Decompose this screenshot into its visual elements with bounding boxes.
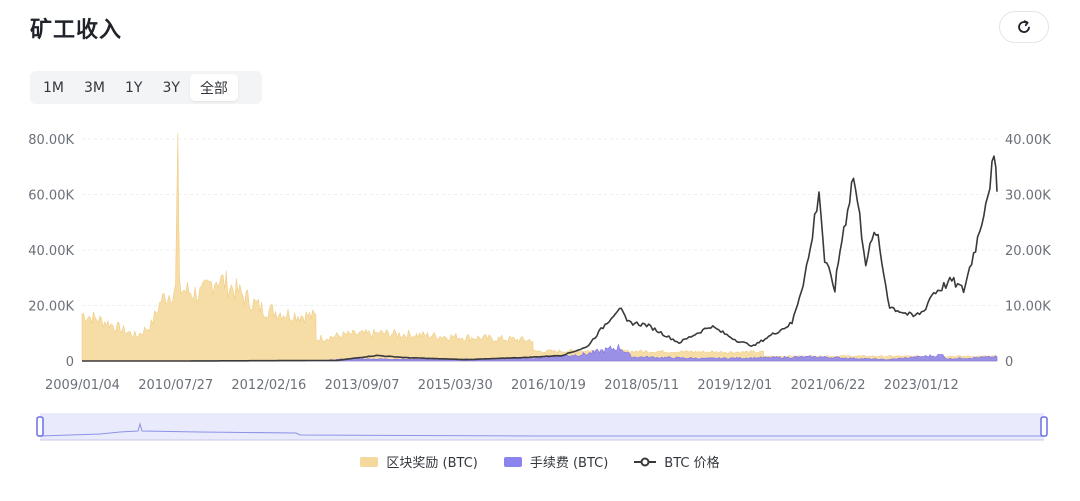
range-navigator[interactable] <box>36 413 1048 441</box>
legend-label-price: BTC 价格 <box>664 456 720 471</box>
legend-label-block-reward: 区块奖励 (BTC) <box>386 456 478 471</box>
x-tick-label: 2010/07/27 <box>138 378 213 393</box>
x-tick-label: 2019/12/01 <box>697 378 772 393</box>
y-right-tick-label: 0 <box>1005 355 1013 370</box>
legend-item-block-reward[interactable]: 区块奖励 (BTC) <box>360 452 478 471</box>
axis-labels: 0 0 20.00K 10.00K 40.00K 20.00K 60.00K 30.00K 80… <box>28 133 1051 393</box>
navigator-right-handle[interactable] <box>1040 416 1048 437</box>
range-1y[interactable]: 1Y <box>125 79 143 96</box>
x-tick-label: 2016/10/19 <box>511 378 586 393</box>
btc-price-line <box>82 155 998 362</box>
block-reward-area <box>81 133 998 362</box>
legend-item-price[interactable]: BTC 价格 <box>634 452 720 471</box>
x-tick-label: 2018/05/11 <box>604 378 679 393</box>
legend-label-fees: 手续费 (BTC) <box>529 456 609 471</box>
range-3y[interactable]: 3Y <box>162 79 180 96</box>
x-tick-label: 2009/01/04 <box>45 378 120 393</box>
series-layer <box>81 133 998 362</box>
chart-legend: 区块奖励 (BTC) 手续费 (BTC) BTC 价格 <box>0 452 1080 471</box>
x-tick-label: 2023/01/12 <box>884 378 959 393</box>
legend-swatch-block-reward <box>360 456 379 467</box>
refresh-button[interactable] <box>999 11 1049 43</box>
y-left-tick-label: 0 <box>66 355 74 370</box>
y-right-tick-label: 30.00K <box>1005 189 1051 204</box>
y-right-tick-label: 40.00K <box>1005 133 1051 148</box>
legend-item-fees[interactable]: 手续费 (BTC) <box>503 452 609 471</box>
y-right-tick-label: 10.00K <box>1005 300 1051 315</box>
y-left-tick-label: 60.00K <box>28 189 74 204</box>
refresh-icon <box>1018 20 1030 33</box>
navigator-sparkline <box>39 422 1044 437</box>
x-tick-label: 2015/03/30 <box>418 378 493 393</box>
page-title: 矿工收入 <box>30 18 123 43</box>
x-tick-label: 2012/02/16 <box>231 378 306 393</box>
y-left-tick-label: 40.00K <box>28 244 74 259</box>
legend-line-marker-icon <box>634 457 657 466</box>
legend-swatch-fees <box>503 456 522 467</box>
range-selector: 1M 3M 1Y 3Y 全部 <box>30 71 262 104</box>
y-left-tick-label: 20.00K <box>28 300 74 315</box>
range-all[interactable]: 全部 <box>189 74 238 101</box>
x-tick-label: 2021/06/22 <box>791 378 866 393</box>
y-left-tick-label: 80.00K <box>28 133 74 148</box>
x-tick-label: 2013/09/07 <box>325 378 400 393</box>
miner-revenue-chart: 0 0 20.00K 10.00K 40.00K 20.00K 60.00K 30.00K 80… <box>28 133 1051 441</box>
range-1m[interactable]: 1M <box>43 79 64 96</box>
navigator-left-handle[interactable] <box>36 416 44 437</box>
y-right-tick-label: 20.00K <box>1005 244 1051 259</box>
range-3m[interactable]: 3M <box>84 79 105 96</box>
